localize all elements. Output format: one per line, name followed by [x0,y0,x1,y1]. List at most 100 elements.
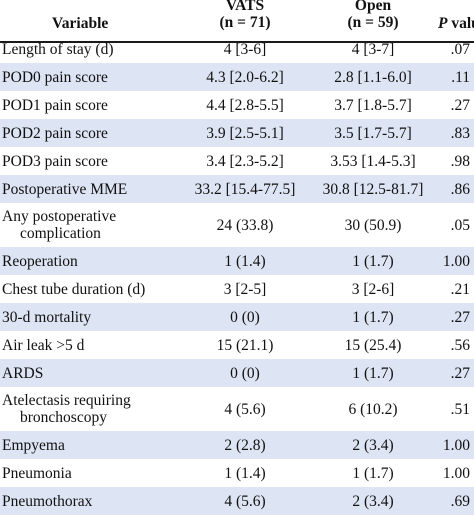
variable-cell: Length of stay (d) [0,35,178,63]
table-row: ARDS 0 (0) 1 (1.7) .27 [0,359,474,387]
open-value-cell: 3.53 [1.4-5.3] [330,152,416,170]
table-row: Postoperative MME 33.2 [15.4-77.5] 30.8 [1… [0,175,474,203]
p-value-cell: .86 [434,175,474,203]
variable-label-continued: complication [20,225,101,242]
variable-cell: POD0 pain score [0,63,178,91]
p-value-cell: .11 [434,63,474,91]
variable-cell: Pneumothorax [0,487,178,515]
vats-value-cell: 0 (0) [178,303,312,331]
variable-label: Reoperation [2,252,78,270]
p-value-cell: .98 [450,152,470,170]
variable-cell: 30-d mortality [0,303,178,331]
open-value-cell: 2 (3.4) [312,487,434,515]
variable-cell: Pneumonia [0,459,178,487]
table-body: Length of stay (d) 4 [3-6] 4 [3-7] .07 POD0 … [0,35,474,515]
p-value-cell: 1.00 [442,464,470,482]
open-header: Open (n = 59) [312,0,434,35]
table-row: Pneumonia 1 (1.4) 1 (1.7) 1.00 [0,459,474,487]
p-value-cell: .27 [434,359,474,387]
vats-value-cell: 0 (0) [178,359,312,387]
header-rule [0,41,474,43]
vats-value-cell: 4.4 [2.8-5.5] [206,96,284,114]
vats-value-cell: 4 (5.6) [178,487,312,515]
variable-cell: Air leak >5 d [0,331,178,359]
variable-label: POD2 pain score [2,124,108,142]
open-value-cell: 1 (1.7) [312,359,434,387]
vats-value-cell: 1 (1.4) [224,464,266,482]
header-row: Variable VATS (n = 71) Open (n = 59) P v… [0,0,474,35]
vats-header-n: (n = 71) [219,13,271,31]
variable-label: Postoperative MME [2,180,128,198]
table-row: 30-d mortality 0 (0) 1 (1.7) .27 [0,303,474,331]
vats-value-cell: 3 [2-5] [223,280,267,298]
vats-header: VATS (n = 71) [178,0,312,35]
vats-value-cell: 1 (1.4) [178,247,312,275]
open-value-cell: 1 (1.7) [312,247,434,275]
p-value-cell: .05 [450,216,470,234]
p-value-cell: .27 [434,303,474,331]
open-value-cell: 3.7 [1.8-5.7] [334,96,412,114]
variable-label: POD3 pain score [2,152,108,170]
variable-label: POD1 pain score [2,96,108,114]
table-row: Empyema 2 (2.8) 2 (3.4) 1.00 [0,431,474,459]
table-row: Chest tube duration (d) 3 [2-5] 3 [2-6] .21 [0,275,474,303]
open-value-cell: 2.8 [1.1-6.0] [312,63,434,91]
variable-header: Variable [0,0,178,35]
variable-cell: Empyema [0,431,178,459]
p-value-header-p: P [438,15,448,32]
vats-value-cell: 4 [3-6] [223,40,267,58]
table-row: Reoperation 1 (1.4) 1 (1.7) 1.00 [0,247,474,275]
p-value-header-rest: value [451,15,474,32]
variable-label: Air leak >5 d [2,336,85,354]
table-row: Any postoperative complication 24 (33.8) 30… [0,203,474,247]
table-row: POD2 pain score 3.9 [2.5-5.1] 3.5 [1.7-5.7… [0,119,474,147]
open-value-cell: 6 (10.2) [348,400,398,418]
p-value-cell: .07 [450,40,470,58]
table-row: Air leak >5 d 15 (21.1) 15 (25.4) .56 [0,331,474,359]
variable-cell: Any postoperative complication [0,203,178,247]
p-value-cell: 1.00 [434,247,474,275]
variable-label: Chest tube duration (d) [2,280,146,298]
variable-label: Pneumothorax [2,492,93,510]
table-row: POD0 pain score 4.3 [2.0-6.2] 2.8 [1.1-6.0… [0,63,474,91]
p-value-cell: .51 [450,400,470,418]
open-value-cell: 3 [2-6] [351,280,395,298]
p-value-cell: .27 [450,96,470,114]
table-row: Pneumothorax 4 (5.6) 2 (3.4) .69 [0,487,474,515]
vats-value-cell: 3.4 [2.3-5.2] [206,152,284,170]
variable-cell: Reoperation [0,247,178,275]
table-row: POD1 pain score 4.4 [2.8-5.5] 3.7 [1.8-5.7… [0,91,474,119]
variable-label: Length of stay (d) [2,40,114,58]
variable-header-label: Variable [52,15,109,32]
vats-value-cell: 15 (21.1) [216,336,274,354]
variable-label: Empyema [2,436,65,454]
table-row: Atelectasis requiring bronchoscopy 4 (5.6)… [0,387,474,431]
vats-value-cell: 24 (33.8) [216,216,274,234]
open-header-name: Open [354,0,392,14]
open-value-cell: 15 (25.4) [344,336,402,354]
results-table: Variable VATS (n = 71) Open (n = 59) P v… [0,0,474,515]
variable-label: Any postoperative [2,208,117,225]
variable-cell: Postoperative MME [0,175,178,203]
variable-cell: POD1 pain score [0,91,178,119]
p-value-header: P value [434,0,474,35]
variable-cell: Atelectasis requiring bronchoscopy [0,387,178,431]
p-value-cell: .83 [434,119,474,147]
p-value-cell: .69 [434,487,474,515]
variable-cell: ARDS [0,359,178,387]
variable-cell: POD3 pain score [0,147,178,175]
table-row: POD3 pain score 3.4 [2.3-5.2] 3.53 [1.4-5.… [0,147,474,175]
variable-cell: POD2 pain score [0,119,178,147]
vats-header-name: VATS [225,0,265,14]
open-value-cell: 1 (1.7) [312,303,434,331]
vats-value-cell: 4 (5.6) [224,400,266,418]
vats-value-cell: 33.2 [15.4-77.5] [178,175,312,203]
variable-label: ARDS [2,364,44,382]
variable-label: Pneumonia [2,464,72,482]
open-value-cell: 4 [3-7] [351,40,395,58]
variable-label: Atelectasis requiring [2,392,131,409]
vats-value-cell: 4.3 [2.0-6.2] [178,63,312,91]
vats-value-cell: 3.9 [2.5-5.1] [178,119,312,147]
variable-label: POD0 pain score [2,68,108,86]
open-value-cell: 30 (50.9) [344,216,402,234]
